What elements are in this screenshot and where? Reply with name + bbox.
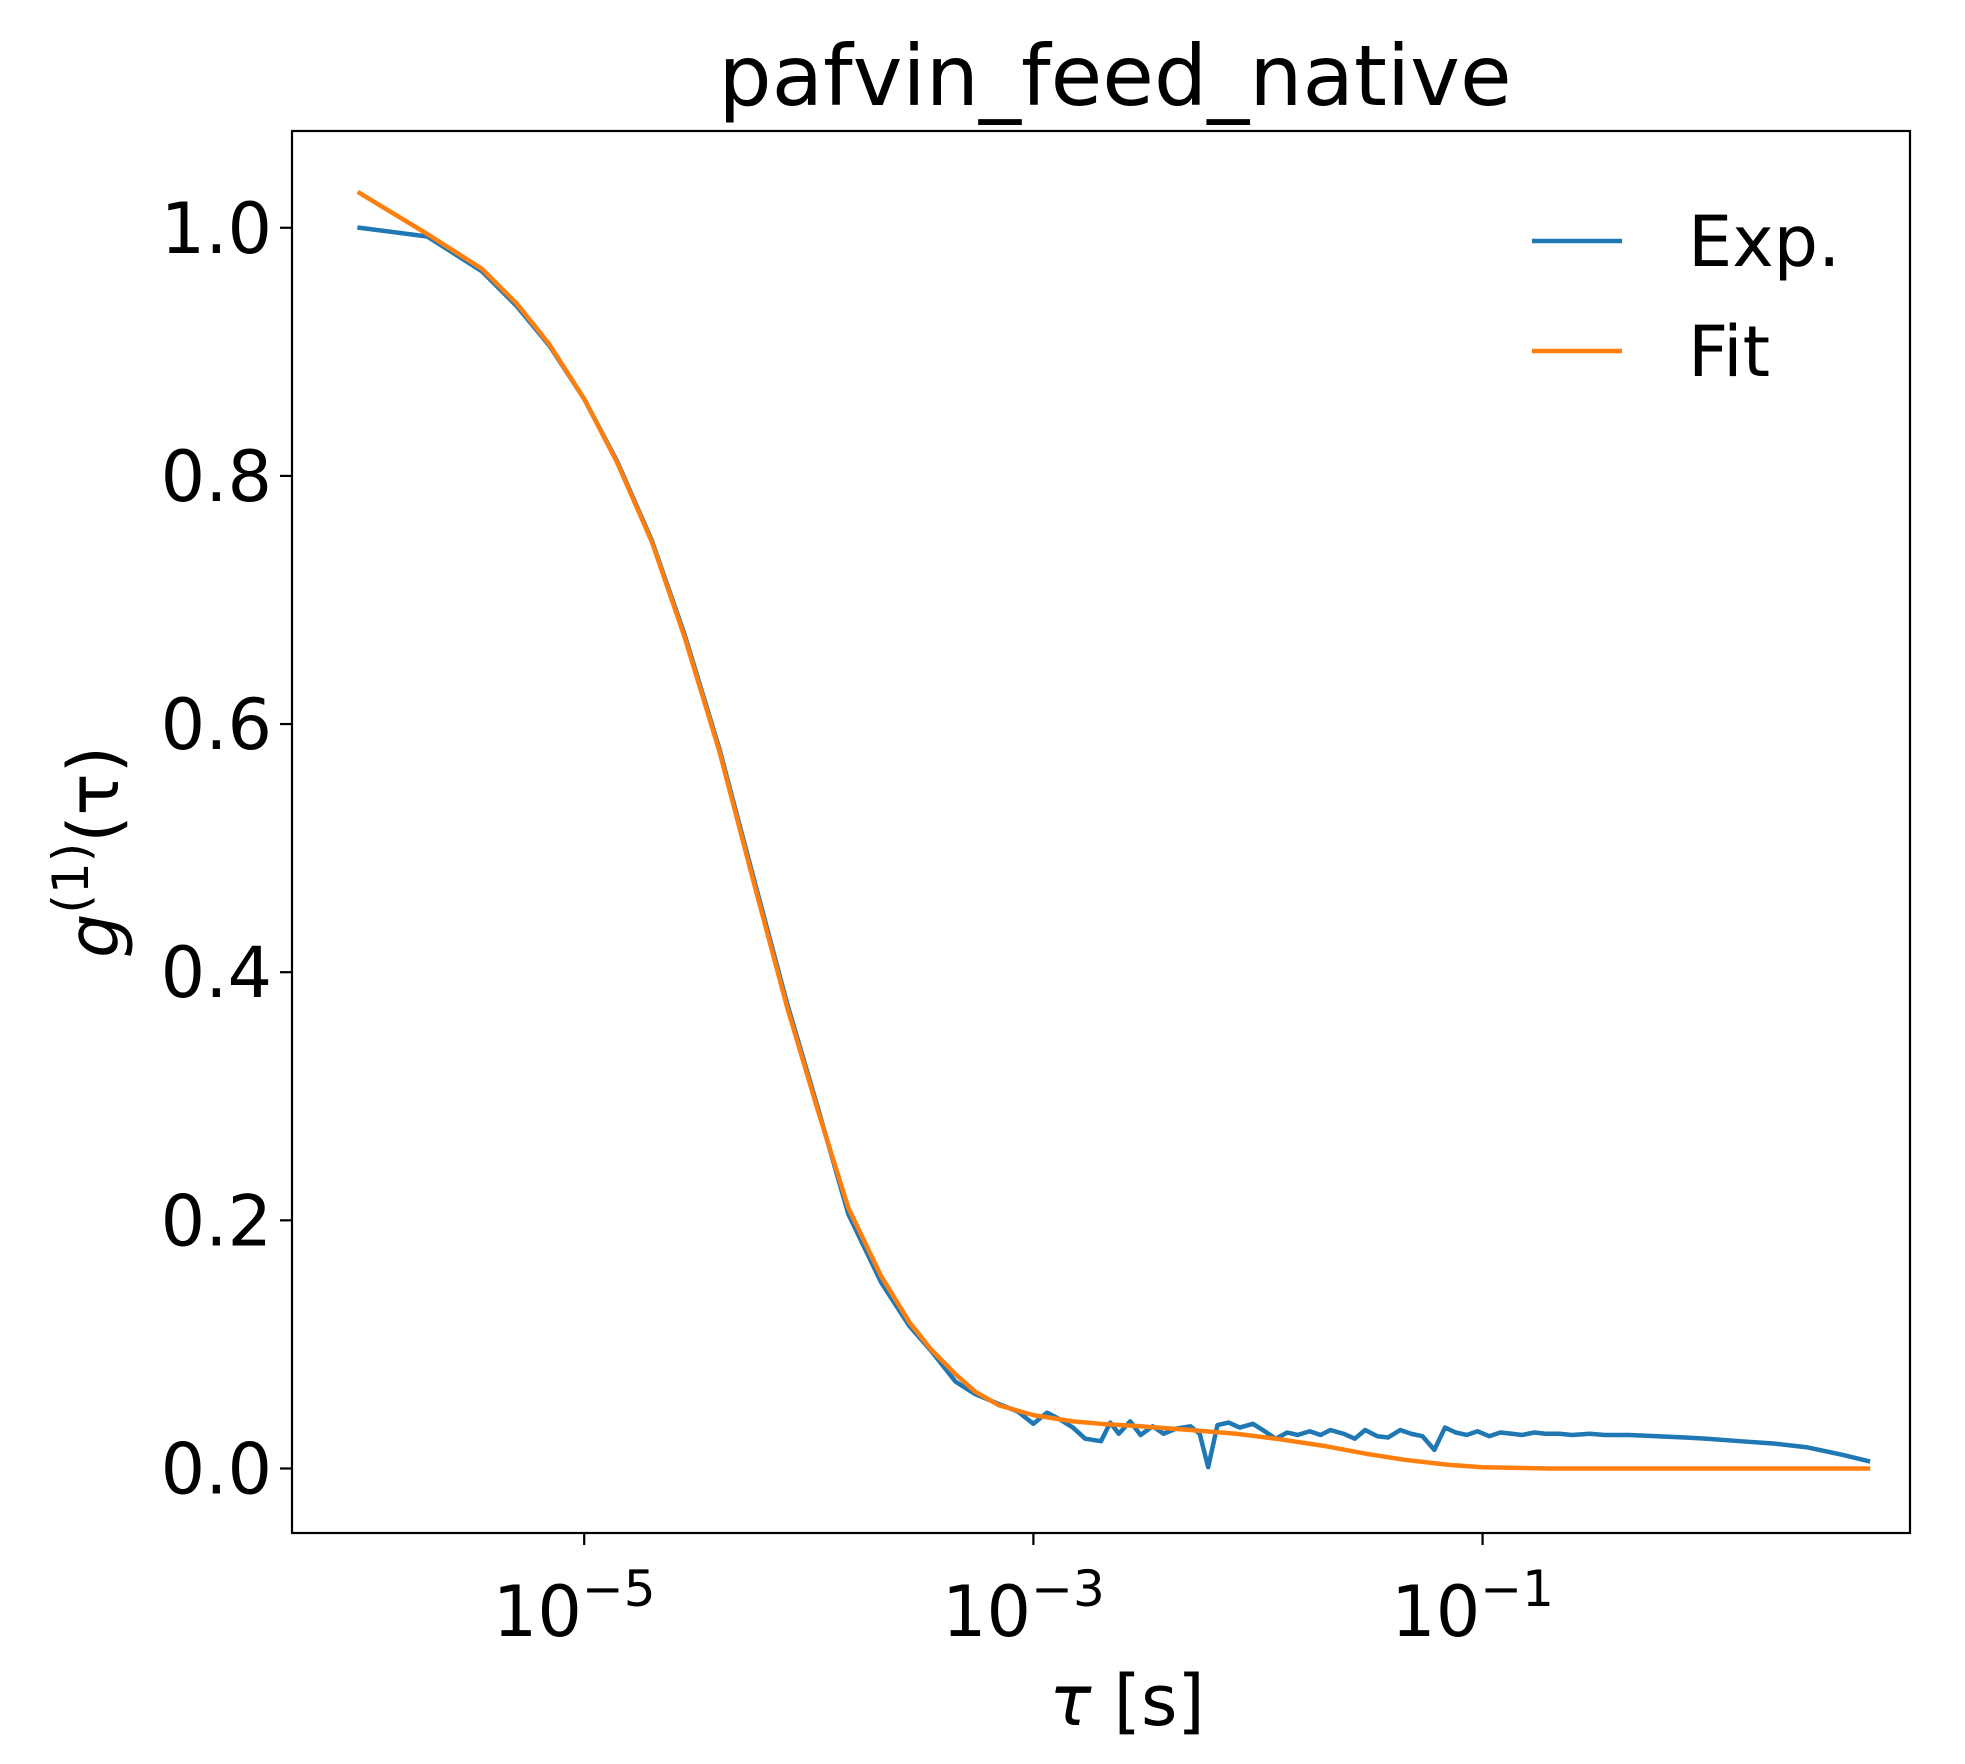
series-line-exp — [357, 225, 1871, 1470]
y-tick-label: 0.2 — [161, 1180, 272, 1262]
chart-title: pafvin_feed_native — [718, 27, 1511, 125]
y-tick-label: 0.4 — [161, 932, 272, 1014]
x-axis-label: τ [s] — [1049, 1660, 1205, 1742]
y-tick-label: 0.8 — [161, 436, 272, 518]
x-tick-label: 10−3 — [942, 1560, 1105, 1653]
x-tick-label: 10−5 — [493, 1560, 656, 1653]
plot-frame — [290, 129, 1912, 1535]
legend-label: Exp. — [1688, 201, 1840, 283]
legend: Exp. Fit — [1532, 201, 1840, 393]
plot-area — [290, 129, 1912, 1535]
y-tick-label: 1.0 — [161, 188, 272, 270]
y-axis: 0.0 0.2 0.4 0.6 0.8 1.0 — [161, 188, 292, 1510]
x-axis: 10−5 10−3 10−1 — [493, 1533, 1554, 1653]
series-line-fit — [356, 189, 1871, 1471]
y-axis-label: g(1)(τ) — [42, 746, 135, 958]
y-tick-label: 0.6 — [161, 684, 272, 766]
x-tick-label: 10−1 — [1391, 1560, 1554, 1653]
y-tick-label: 0.0 — [161, 1428, 272, 1510]
legend-label: Fit — [1688, 311, 1770, 393]
